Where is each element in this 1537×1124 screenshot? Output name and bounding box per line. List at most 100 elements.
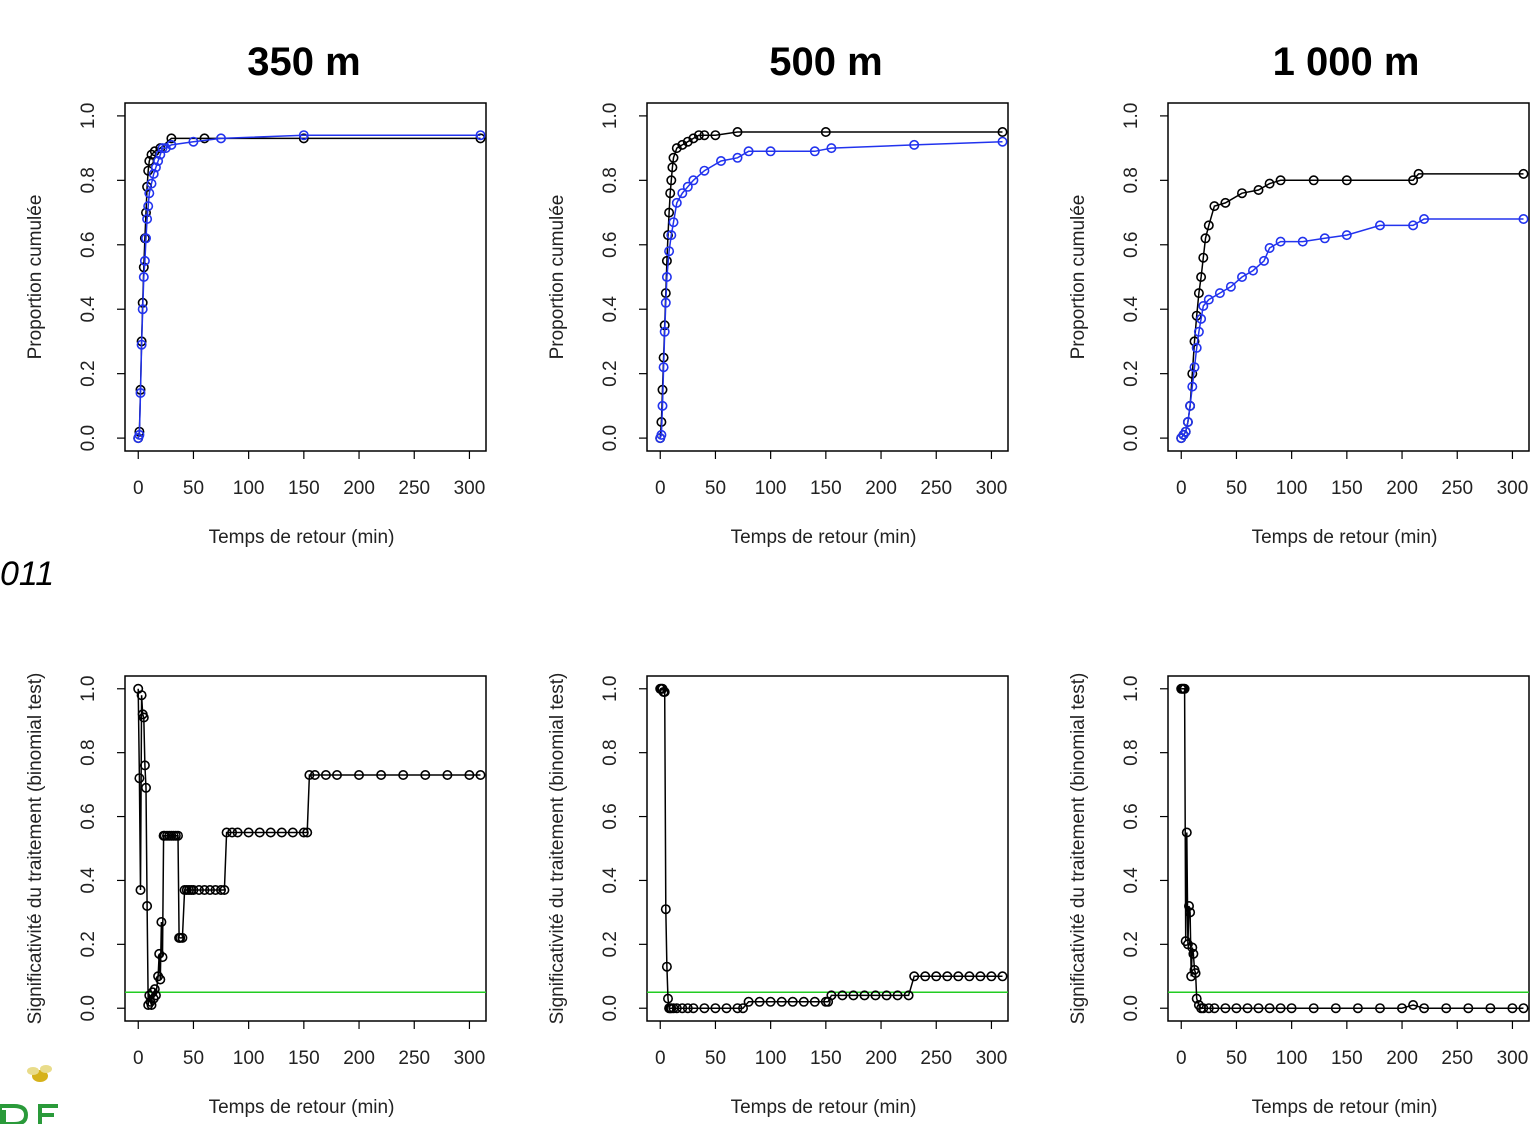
data-point xyxy=(903,990,914,1001)
data-point xyxy=(216,884,227,895)
data-point xyxy=(859,990,870,1001)
data-point xyxy=(134,773,145,784)
data-point xyxy=(732,1003,743,1014)
y-tick-label: 1.0 xyxy=(78,676,99,702)
data-point xyxy=(870,990,881,1001)
data-point xyxy=(141,207,152,218)
data-point xyxy=(139,760,150,771)
data-point xyxy=(661,271,672,282)
plot-area xyxy=(125,683,486,1010)
data-point xyxy=(199,884,210,895)
data-point xyxy=(1214,288,1225,299)
data-point xyxy=(353,769,364,780)
x-tick-label: 0 xyxy=(655,1048,666,1069)
data-point xyxy=(1413,168,1424,179)
data-point xyxy=(1408,175,1419,186)
data-point xyxy=(677,1003,688,1014)
data-point xyxy=(1518,168,1529,179)
y-tick-label: 1.0 xyxy=(1121,676,1142,702)
plot-frame xyxy=(1167,102,1530,452)
x-tick-label: 200 xyxy=(865,478,897,499)
data-point xyxy=(155,974,166,985)
data-point xyxy=(227,827,238,838)
data-point xyxy=(1190,968,1201,979)
data-point xyxy=(1485,1003,1496,1014)
data-point xyxy=(665,188,676,199)
data-point xyxy=(139,255,150,266)
x-tick-label: 0 xyxy=(1176,1048,1187,1069)
data-point xyxy=(732,152,743,163)
plot-area xyxy=(1176,168,1529,444)
data-point xyxy=(732,127,743,138)
data-point xyxy=(1209,1003,1220,1014)
series-line xyxy=(1180,173,1524,439)
chart-c1000_bot: 0 50 100 150 200 250 300 0.0 0.2 0.4 0.6 0.8 1.0 Temp… xyxy=(1068,673,1530,1118)
y-tick-label: 0.6 xyxy=(78,803,99,829)
x-tick-label: 100 xyxy=(755,478,787,499)
x-tick-label: 50 xyxy=(1226,478,1247,499)
data-point xyxy=(710,1003,721,1014)
y-tick-label: 0.4 xyxy=(600,867,621,894)
data-point xyxy=(205,884,216,895)
data-point xyxy=(398,769,409,780)
x-tick-label: 150 xyxy=(1331,478,1363,499)
y-tick-label: 1.0 xyxy=(1121,103,1142,129)
data-point xyxy=(141,233,152,244)
x-axis-label: Temps de retour (min) xyxy=(1252,527,1438,548)
y-tick-label: 0.8 xyxy=(600,167,621,193)
data-point xyxy=(420,769,431,780)
data-point xyxy=(376,769,387,780)
data-point xyxy=(688,175,699,186)
data-point xyxy=(1341,230,1352,241)
data-point xyxy=(1397,1003,1408,1014)
y-axis-label: Proportion cumulée xyxy=(1068,195,1089,360)
y-tick-label: 0.6 xyxy=(1121,803,1142,829)
y-axis-label: Significativité du traitement (binomial … xyxy=(25,673,46,1025)
data-point xyxy=(1264,243,1275,254)
data-point xyxy=(1182,416,1193,427)
y-tick-label: 0.0 xyxy=(78,995,99,1021)
data-point xyxy=(138,271,149,282)
y-tick-label: 0.4 xyxy=(1121,296,1142,323)
y-tick-label: 0.2 xyxy=(600,931,621,957)
y-tick-label: 0.6 xyxy=(78,232,99,258)
data-point xyxy=(942,971,953,982)
data-point xyxy=(150,990,161,1001)
data-point xyxy=(1179,683,1190,694)
x-tick-label: 300 xyxy=(454,1048,486,1069)
year-fragment: 011 xyxy=(0,555,55,593)
x-tick-label: 100 xyxy=(1276,1048,1308,1069)
data-point xyxy=(677,139,688,150)
data-point xyxy=(809,146,820,157)
data-point xyxy=(475,133,486,144)
data-point xyxy=(243,827,254,838)
data-point xyxy=(1198,1003,1209,1014)
data-point xyxy=(881,990,892,1001)
series-line xyxy=(1180,218,1524,439)
data-point xyxy=(1297,236,1308,247)
data-point xyxy=(1185,400,1196,411)
x-tick-label: 50 xyxy=(183,1048,204,1069)
data-point xyxy=(682,1003,693,1014)
data-point xyxy=(1286,1003,1297,1014)
data-point xyxy=(1191,342,1202,353)
y-tick-label: 0.8 xyxy=(78,739,99,765)
data-point xyxy=(671,1003,682,1014)
chart-c350_bot: 0 50 100 150 200 250 300 0.0 0.2 0.4 0.6 0.8 1.0 Temp… xyxy=(25,673,487,1118)
data-point xyxy=(1419,1003,1430,1014)
data-point xyxy=(142,214,153,225)
data-point xyxy=(699,1003,710,1014)
y-tick-label: 0.0 xyxy=(600,425,621,451)
x-tick-label: 200 xyxy=(1386,1048,1418,1069)
data-point xyxy=(1264,1003,1275,1014)
y-tick-label: 0.8 xyxy=(600,739,621,765)
chart-c500_top: 0 50 100 150 200 250 300 0.0 0.2 0.4 0.6 0.8 1.0 Temp… xyxy=(547,102,1009,548)
y-axis-label: Proportion cumulée xyxy=(547,195,568,360)
data-point xyxy=(975,971,986,982)
data-point xyxy=(820,127,831,138)
x-tick-label: 250 xyxy=(398,1048,430,1069)
data-point xyxy=(298,130,309,141)
data-point xyxy=(659,326,670,337)
data-point xyxy=(1463,1003,1474,1014)
x-tick-label: 150 xyxy=(288,478,320,499)
